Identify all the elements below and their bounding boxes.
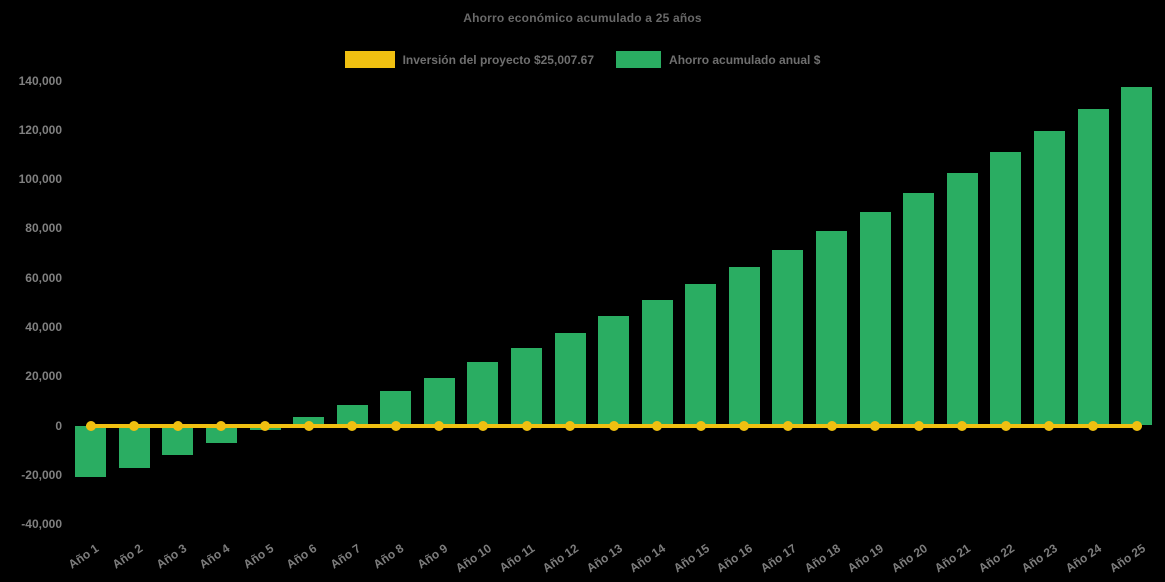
investment-line-point[interactable] xyxy=(826,420,837,431)
legend-label-savings: Ahorro acumulado anual $ xyxy=(669,52,821,67)
chart-title: Ahorro económico acumulado a 25 años xyxy=(463,11,702,25)
y-axis-tick-label: -20,000 xyxy=(21,467,62,482)
bar-ahorro-año-15[interactable] xyxy=(685,284,717,426)
y-axis-tick-label: 140,000 xyxy=(18,73,62,88)
investment-line-point[interactable] xyxy=(1088,420,1099,431)
x-axis-tick-label: Año 6 xyxy=(284,541,320,572)
investment-line-point[interactable] xyxy=(172,420,183,431)
x-axis-tick-label: Año 20 xyxy=(888,541,930,576)
x-axis-tick-label: Año 16 xyxy=(714,541,756,576)
bar-ahorro-año-24[interactable] xyxy=(1077,109,1109,426)
y-axis-tick-label: -40,000 xyxy=(21,517,62,532)
bar-ahorro-año-16[interactable] xyxy=(728,266,760,426)
y-axis-tick-label: 80,000 xyxy=(25,221,62,236)
investment-line-point[interactable] xyxy=(1044,420,1055,431)
investment-line-point[interactable] xyxy=(216,420,227,431)
bar-ahorro-año-14[interactable] xyxy=(641,300,673,426)
investment-line-point[interactable] xyxy=(608,420,619,431)
investment-line-point[interactable] xyxy=(85,420,96,431)
bar-ahorro-año-18[interactable] xyxy=(816,231,848,426)
bar-ahorro-año-8[interactable] xyxy=(380,390,412,426)
legend-item-investment[interactable]: Inversión del proyecto $25,007.67 xyxy=(344,51,595,68)
x-axis-tick-label: Año 1 xyxy=(66,541,102,572)
bar-ahorro-año-7[interactable] xyxy=(336,404,368,426)
x-axis-tick-label: Año 22 xyxy=(975,541,1017,576)
x-axis-tick-label: Año 2 xyxy=(109,541,146,572)
investment-line-point[interactable] xyxy=(652,420,663,431)
bar-ahorro-año-2[interactable] xyxy=(118,425,150,469)
x-axis-tick-label: Año 23 xyxy=(1019,541,1061,576)
bar-ahorro-año-13[interactable] xyxy=(598,316,630,426)
x-axis-tick-label: Año 5 xyxy=(240,541,276,572)
bar-ahorro-año-25[interactable] xyxy=(1121,87,1153,426)
investment-line-point[interactable] xyxy=(782,420,793,431)
investment-line-point[interactable] xyxy=(870,420,881,431)
x-axis-tick-label: Año 12 xyxy=(539,541,581,576)
bar-ahorro-año-21[interactable] xyxy=(946,172,978,426)
investment-line-point[interactable] xyxy=(477,420,488,431)
x-axis-tick-label: Año 15 xyxy=(670,541,712,576)
x-axis-tick-label: Año 10 xyxy=(452,541,494,576)
x-axis-tick-label: Año 7 xyxy=(327,541,364,572)
x-axis-tick-label: Año 13 xyxy=(583,541,625,576)
x-axis-tick-label: Año 14 xyxy=(627,541,669,576)
x-axis-tick-label: Año 21 xyxy=(932,541,974,576)
investment-line-point[interactable] xyxy=(129,420,140,431)
bar-ahorro-año-19[interactable] xyxy=(859,212,891,426)
x-axis-tick-label: Año 8 xyxy=(371,541,407,572)
bar-ahorro-año-23[interactable] xyxy=(1033,130,1065,426)
bar-ahorro-año-4[interactable] xyxy=(205,425,237,443)
y-axis-tick-label: 120,000 xyxy=(18,122,62,137)
bar-ahorro-año-17[interactable] xyxy=(772,249,804,426)
x-axis-tick-label: Año 24 xyxy=(1062,541,1104,576)
y-axis-tick-label: 20,000 xyxy=(25,369,62,384)
y-axis-tick-label: 100,000 xyxy=(18,172,62,187)
bar-ahorro-año-10[interactable] xyxy=(467,361,499,426)
investment-line-point[interactable] xyxy=(303,420,314,431)
legend-item-savings[interactable]: Ahorro acumulado anual $ xyxy=(616,51,820,68)
bar-ahorro-año-11[interactable] xyxy=(511,347,542,426)
investment-line-point[interactable] xyxy=(434,420,445,431)
investment-line-point[interactable] xyxy=(347,420,358,431)
bar-ahorro-año-22[interactable] xyxy=(990,152,1022,426)
chart-legend: Inversión del proyecto $25,007.67 Ahorro… xyxy=(0,51,1165,68)
x-axis-tick-label: Año 9 xyxy=(414,541,451,572)
x-axis-tick-label: Año 17 xyxy=(757,541,799,576)
investment-line-point[interactable] xyxy=(260,420,271,431)
y-axis-tick-label: 0 xyxy=(55,418,62,433)
investment-line-point[interactable] xyxy=(521,420,532,431)
investment-line-point[interactable] xyxy=(739,420,750,431)
investment-line-point[interactable] xyxy=(913,420,924,431)
investment-line-point[interactable] xyxy=(390,420,401,431)
x-axis-tick-label: Año 11 xyxy=(496,541,538,575)
x-axis-tick-label: Año 4 xyxy=(196,541,233,572)
x-axis-tick-label: Año 25 xyxy=(1106,541,1148,576)
investment-line-point[interactable] xyxy=(957,420,968,431)
bar-ahorro-año-12[interactable] xyxy=(554,332,586,426)
x-axis-tick-label: Año 3 xyxy=(153,541,189,572)
bar-ahorro-año-20[interactable] xyxy=(903,192,935,426)
legend-swatch-investment-icon xyxy=(344,51,395,68)
investment-line-point[interactable] xyxy=(1000,420,1011,431)
y-axis-tick-label: 60,000 xyxy=(25,270,62,285)
x-axis-tick-label: Año 18 xyxy=(801,541,843,576)
investment-line-point[interactable] xyxy=(565,420,576,431)
bar-ahorro-año-9[interactable] xyxy=(423,377,455,426)
investment-line-point[interactable] xyxy=(1131,420,1142,431)
y-axis-tick-label: 40,000 xyxy=(25,319,62,334)
legend-label-investment: Inversión del proyecto $25,007.67 xyxy=(402,52,595,67)
legend-swatch-savings-icon xyxy=(616,51,662,68)
investment-line-point[interactable] xyxy=(695,420,706,431)
bar-ahorro-año-1[interactable] xyxy=(75,425,107,478)
x-axis-tick-label: Año 19 xyxy=(845,541,887,576)
